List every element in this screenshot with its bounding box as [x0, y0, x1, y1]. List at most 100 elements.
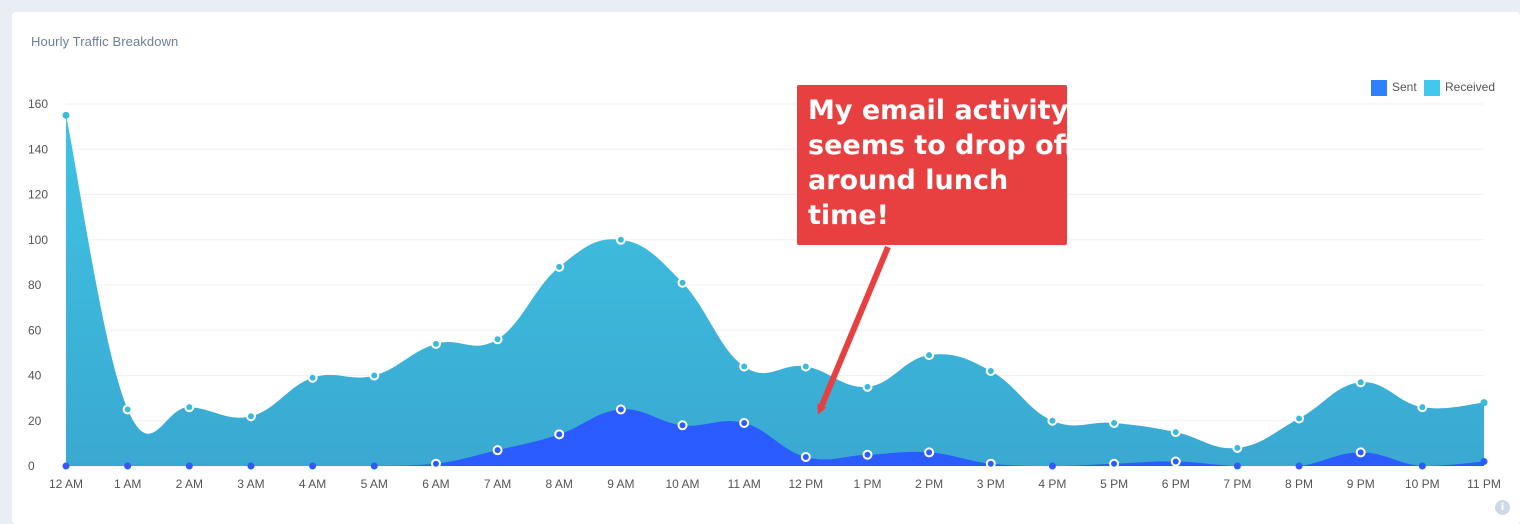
y-tick-label: 40: [28, 369, 42, 383]
x-tick-label: 2 PM: [915, 477, 943, 491]
received-point: [122, 404, 133, 415]
sent-point: [862, 449, 873, 460]
sent-point: [615, 404, 626, 415]
received-point: [184, 402, 195, 413]
sent-point: [985, 458, 996, 469]
x-tick-label: 8 AM: [546, 477, 573, 491]
x-tick-label: 10 AM: [666, 477, 700, 491]
annotation-text-line: time!: [808, 200, 889, 231]
x-tick-label: 11 PM: [1467, 477, 1501, 491]
sent-point: [1418, 462, 1426, 470]
x-tick-label: 3 PM: [977, 477, 1005, 491]
legend-swatch: [1424, 80, 1440, 96]
y-tick-label: 120: [28, 188, 48, 202]
x-tick-label: 2 AM: [176, 477, 203, 491]
x-tick-label: 9 AM: [607, 477, 634, 491]
received-point: [1417, 402, 1428, 413]
legend-label: Sent: [1392, 80, 1417, 94]
received-point: [492, 334, 503, 345]
received-point: [985, 365, 996, 376]
received-point: [1355, 377, 1366, 388]
sent-point: [124, 462, 132, 470]
sent-point: [185, 462, 193, 470]
sent-point: [924, 447, 935, 458]
sent-point: [370, 462, 378, 470]
series-area-sent: [66, 409, 1484, 466]
received-point: [615, 234, 626, 245]
y-tick-label: 80: [28, 278, 42, 292]
received-point: [1294, 413, 1305, 424]
received-point: [62, 111, 70, 119]
series-points: [62, 111, 1488, 470]
sent-point: [739, 418, 750, 429]
annotation-callout: My email activity seems to drop off around…: [797, 85, 1077, 415]
x-tick-label: 7 AM: [484, 477, 511, 491]
x-tick-label: 11 AM: [728, 477, 761, 491]
received-point: [307, 372, 318, 383]
annotation-box: [797, 85, 1067, 245]
x-tick-label: 5 AM: [361, 477, 388, 491]
received-point: [1232, 442, 1243, 453]
annotation-text-line: seems to drop off: [808, 130, 1077, 161]
received-point: [554, 261, 565, 272]
y-tick-label: 60: [28, 323, 42, 337]
x-tick-label: 3 AM: [237, 477, 264, 491]
annotation-arrow: [817, 245, 891, 415]
legend-swatch: [1371, 80, 1387, 96]
x-tick-label: 4 AM: [299, 477, 326, 491]
legend-label: Received: [1445, 80, 1495, 94]
legend[interactable]: Sent Received: [1371, 80, 1495, 96]
sent-point: [1109, 458, 1120, 469]
received-point: [924, 350, 935, 361]
y-tick-label: 100: [28, 233, 48, 247]
series-area-received: [66, 115, 1484, 466]
x-tick-label: 12 AM: [49, 477, 83, 491]
x-tick-label: 1 PM: [853, 477, 881, 491]
sent-point: [309, 462, 317, 470]
received-point: [1170, 427, 1181, 438]
received-point: [739, 361, 750, 372]
received-point: [1480, 399, 1488, 407]
received-point: [800, 361, 811, 372]
y-axis: 0 20 40 60 80 100 120 140 160: [28, 97, 48, 473]
sent-point: [1233, 462, 1241, 470]
x-tick-label: 5 PM: [1100, 477, 1128, 491]
received-point: [245, 411, 256, 422]
sent-point: [247, 462, 255, 470]
sent-point: [1480, 457, 1488, 465]
y-tick-label: 160: [28, 97, 48, 111]
y-tick-label: 140: [28, 142, 48, 156]
sent-point: [62, 462, 70, 470]
y-tick-label: 20: [28, 414, 42, 428]
info-icon[interactable]: i: [1495, 500, 1510, 515]
sent-point: [1170, 456, 1181, 467]
x-tick-label: 10 PM: [1405, 477, 1440, 491]
x-tick-label: 8 PM: [1285, 477, 1313, 491]
x-tick-label: 1 AM: [114, 477, 141, 491]
y-tick-label: 0: [28, 459, 35, 473]
chart-title: Hourly Traffic Breakdown: [31, 34, 179, 49]
sent-point: [554, 429, 565, 440]
sent-point: [1048, 462, 1056, 470]
x-axis: 12 AM 1 AM 2 AM 3 AM 4 AM 5 AM 6 AM 7 AM 8 AM 9 A…: [49, 477, 1501, 491]
x-tick-label: 6 AM: [422, 477, 449, 491]
received-point: [862, 381, 873, 392]
received-point: [1109, 418, 1120, 429]
x-tick-label: 6 PM: [1162, 477, 1190, 491]
sent-point: [492, 445, 503, 456]
sent-point: [430, 458, 441, 469]
x-tick-label: 7 PM: [1223, 477, 1251, 491]
sent-point: [1295, 462, 1303, 470]
received-point: [1047, 415, 1058, 426]
sent-point: [677, 420, 688, 431]
received-point: [677, 277, 688, 288]
sent-point: [800, 451, 811, 462]
x-tick-label: 9 PM: [1347, 477, 1375, 491]
received-point: [430, 338, 441, 349]
sent-point: [1355, 447, 1366, 458]
x-tick-label: 4 PM: [1038, 477, 1066, 491]
received-point: [369, 370, 380, 381]
annotation-text-line: around lunch: [808, 165, 1008, 196]
annotation-text-line: My email activity: [808, 95, 1069, 126]
